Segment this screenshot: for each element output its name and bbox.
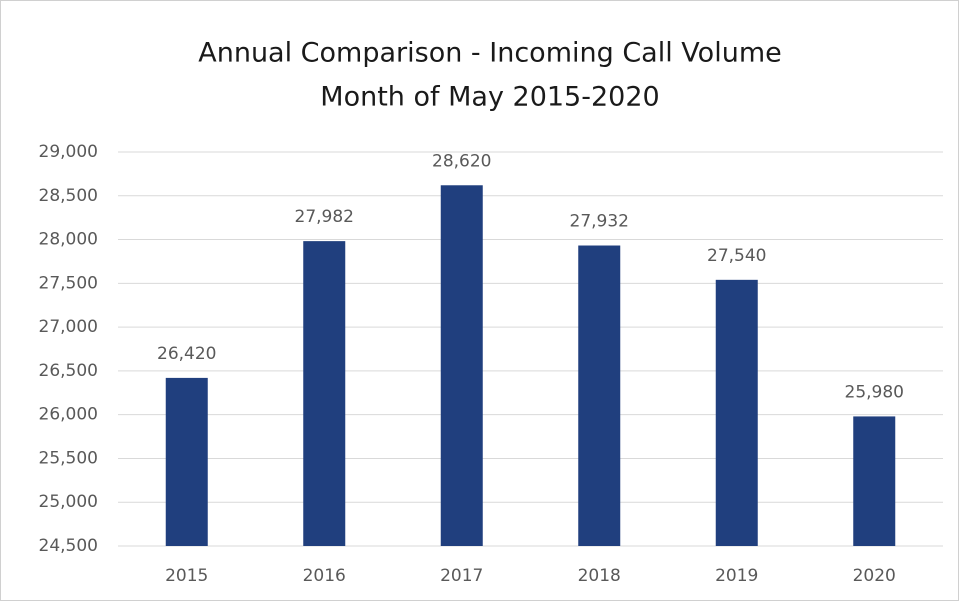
bar: [165, 377, 208, 546]
y-tick-label: 28,500: [39, 186, 98, 206]
bar: [440, 185, 483, 546]
y-tick-label: 25,500: [39, 448, 98, 468]
data-label: 27,540: [707, 246, 766, 266]
x-tick-label: 2019: [715, 566, 758, 586]
data-label: 26,420: [157, 344, 216, 364]
x-tick-label: 2017: [440, 566, 483, 586]
y-tick-label: 25,000: [39, 492, 98, 512]
data-label: 27,982: [295, 207, 354, 227]
y-tick-label: 29,000: [39, 142, 98, 162]
x-tick-label: 2016: [303, 566, 346, 586]
x-tick-label: 2020: [853, 566, 896, 586]
y-tick-label: 28,000: [39, 230, 98, 250]
y-tick-label: 27,500: [39, 273, 98, 293]
bar: [853, 416, 896, 546]
data-label: 28,620: [432, 151, 491, 171]
y-tick-label: 26,000: [39, 405, 98, 425]
bar: [578, 245, 621, 546]
data-label: 27,932: [570, 212, 629, 232]
data-label: 25,980: [845, 382, 904, 402]
y-tick-label: 26,500: [39, 361, 98, 381]
chart-subtitle: Month of May 2015-2020: [320, 82, 659, 113]
y-tick-label: 27,000: [39, 317, 98, 337]
x-tick-label: 2015: [165, 566, 208, 586]
bar: [715, 279, 758, 546]
bar: [303, 241, 346, 546]
chart-title: Annual Comparison - Incoming Call Volume: [198, 38, 781, 69]
x-tick-label: 2018: [578, 566, 621, 586]
y-tick-label: 24,500: [39, 536, 98, 556]
